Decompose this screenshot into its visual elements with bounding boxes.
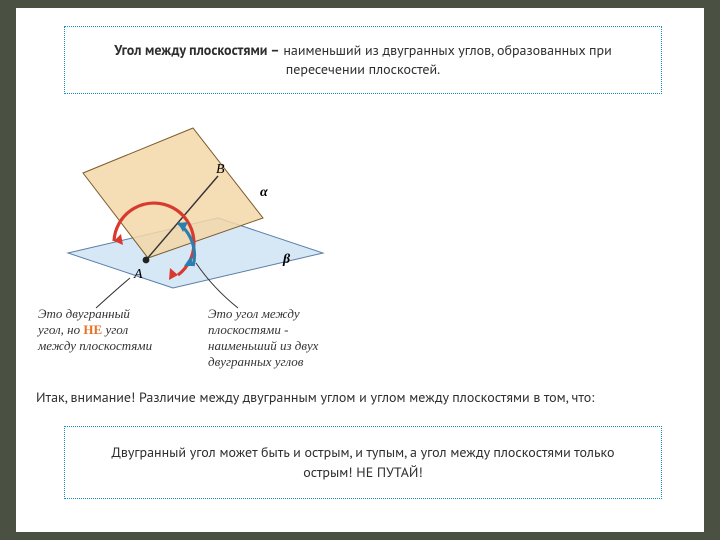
planes-diagram: A B α β Это двугранный угол, но НЕ угол … [38,118,368,368]
definition-box: Угол между плоскостями – наименьший из д… [64,26,662,94]
label-beta: β [282,252,291,267]
label-alpha: α [260,185,268,200]
definition-bold: Угол между плоскостями – [114,41,279,59]
warning-box: Двугранный угол может быть и острым, и т… [64,426,662,499]
attention-paragraph: Итак, внимание! Различие между двугранны… [36,388,686,407]
point-a [143,257,150,264]
page: Угол между плоскостями – наименьший из д… [16,8,704,532]
pointer-left [96,278,130,308]
definition-text: наименьший из двугранных углов, образова… [280,41,612,78]
label-b: B [216,162,225,177]
label-a: A [133,267,143,282]
caption-right: Это угол между плоскостями - наименьший … [208,306,378,369]
caption-left: Это двугранный угол, но НЕ угол между пл… [38,306,193,354]
